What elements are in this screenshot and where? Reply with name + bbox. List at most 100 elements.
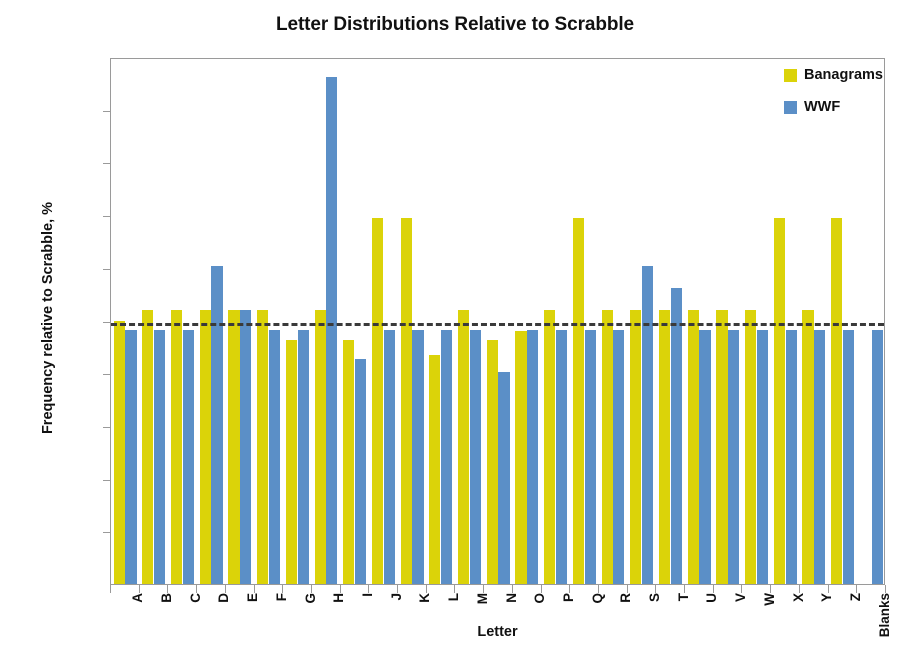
- x-tick-label-o: O: [532, 593, 547, 604]
- x-tick-mark: [712, 585, 714, 593]
- x-tick-label-text: C: [187, 593, 203, 603]
- bar-banagrams-q[interactable]: [572, 217, 584, 584]
- y-tick-mark: [103, 321, 110, 323]
- bar-banagrams-z[interactable]: [831, 217, 843, 584]
- bar-group: [228, 59, 252, 584]
- x-tick-label-text: D: [216, 593, 232, 603]
- x-tick-label-text: R: [618, 593, 634, 603]
- bar-banagrams-p[interactable]: [544, 309, 556, 584]
- x-tick-label-g: G: [303, 593, 318, 604]
- bar-banagrams-m[interactable]: [458, 309, 470, 584]
- x-tick-mark: [540, 585, 542, 593]
- bar-wwf-i[interactable]: [354, 358, 367, 584]
- bar-banagrams-n[interactable]: [486, 340, 498, 584]
- bar-banagrams-x[interactable]: [773, 217, 785, 584]
- bar-banagrams-o[interactable]: [515, 331, 527, 584]
- bar-wwf-l[interactable]: [441, 329, 453, 584]
- plot-area: [110, 58, 885, 585]
- x-tick-mark: [253, 585, 255, 593]
- bar-banagrams-g[interactable]: [285, 340, 297, 584]
- bar-banagrams-e[interactable]: [228, 309, 240, 584]
- bar-wwf-q[interactable]: [584, 329, 596, 584]
- bar-wwf-s[interactable]: [642, 266, 654, 584]
- bar-group: [802, 59, 826, 584]
- bar-wwf-f[interactable]: [268, 329, 281, 584]
- y-tick-mark: [103, 426, 110, 428]
- bar-wwf-o[interactable]: [527, 329, 539, 584]
- bar-group: [572, 59, 597, 584]
- x-tick-label-p: P: [561, 593, 576, 602]
- bar-wwf-e[interactable]: [240, 309, 252, 584]
- bar-group: [314, 59, 339, 584]
- bar-banagrams-b[interactable]: [142, 309, 154, 584]
- legend-entry-banagrams[interactable]: Banagrams: [784, 66, 883, 84]
- x-tick-label-i: I: [360, 593, 375, 597]
- y-tick-mark: [103, 216, 110, 218]
- bar-wwf-b[interactable]: [154, 329, 166, 584]
- bar-banagrams-s[interactable]: [630, 309, 642, 584]
- bar-banagrams-y[interactable]: [802, 309, 814, 584]
- bar-wwf-p[interactable]: [555, 329, 568, 584]
- reference-line-100pct: [111, 322, 884, 326]
- bar-banagrams-k[interactable]: [400, 217, 412, 584]
- bar-banagrams-h[interactable]: [314, 309, 326, 584]
- bar-wwf-k[interactable]: [412, 329, 424, 584]
- bar-banagrams-j[interactable]: [371, 217, 384, 584]
- bar-wwf-v[interactable]: [728, 329, 740, 584]
- y-tick-mark: [103, 374, 110, 376]
- bar-banagrams-l[interactable]: [429, 354, 441, 584]
- x-tick-label-text: A: [130, 593, 146, 603]
- bar-group: [515, 59, 539, 584]
- bar-wwf-a[interactable]: [125, 329, 137, 584]
- bar-wwf-r[interactable]: [613, 329, 625, 584]
- bar-wwf-blanks[interactable]: [871, 329, 883, 584]
- bar-banagrams-a[interactable]: [113, 320, 125, 584]
- bar-wwf-y[interactable]: [814, 329, 826, 584]
- bar-banagrams-f[interactable]: [257, 309, 269, 584]
- x-tick-label-text: V: [733, 593, 749, 603]
- x-tick-label-r: R: [618, 593, 633, 603]
- x-tick-mark: [827, 585, 829, 593]
- x-tick-label-text: G: [302, 593, 318, 604]
- bar-banagrams-d[interactable]: [199, 309, 211, 584]
- bar-wwf-h[interactable]: [326, 76, 338, 584]
- x-tick-mark: [110, 585, 111, 593]
- bar-wwf-n[interactable]: [498, 371, 510, 584]
- bar-group: [429, 59, 453, 584]
- bar-wwf-w[interactable]: [756, 329, 768, 584]
- x-tick-label-w: W: [762, 593, 777, 606]
- bar-wwf-j[interactable]: [383, 329, 395, 584]
- bar-wwf-c[interactable]: [182, 329, 194, 584]
- bar-wwf-z[interactable]: [842, 329, 855, 584]
- bar-group: [343, 59, 367, 584]
- x-tick-label-text: J: [388, 593, 404, 601]
- bar-group: [630, 59, 654, 584]
- y-tick-mark: [103, 110, 110, 112]
- bar-group: [142, 59, 166, 584]
- bar-banagrams-u[interactable]: [687, 309, 699, 584]
- x-tick-label-text: E: [245, 593, 261, 603]
- bar-wwf-g[interactable]: [297, 329, 309, 584]
- x-tick-label-text: O: [532, 593, 548, 604]
- bar-banagrams-v[interactable]: [716, 309, 728, 584]
- bar-wwf-d[interactable]: [211, 266, 223, 584]
- bar-banagrams-r[interactable]: [601, 309, 613, 584]
- bar-group: [745, 59, 769, 584]
- bar-wwf-t[interactable]: [670, 287, 682, 584]
- bar-group: [486, 59, 511, 584]
- bar-banagrams-c[interactable]: [170, 309, 183, 584]
- bar-wwf-m[interactable]: [469, 329, 481, 584]
- bar-banagrams-i[interactable]: [343, 340, 355, 584]
- bar-wwf-u[interactable]: [699, 329, 711, 584]
- bar-banagrams-w[interactable]: [745, 309, 757, 584]
- x-tick-label-m: M: [475, 593, 490, 604]
- x-axis-title: Letter: [477, 624, 518, 640]
- legend-entry-wwf[interactable]: WWF: [784, 98, 883, 116]
- bar-wwf-x[interactable]: [785, 329, 797, 584]
- x-tick-mark: [741, 585, 743, 593]
- x-tick-label-d: D: [216, 593, 231, 603]
- bar-banagrams-t[interactable]: [658, 309, 671, 584]
- bar-group: [285, 59, 310, 584]
- x-tick-mark: [368, 585, 370, 593]
